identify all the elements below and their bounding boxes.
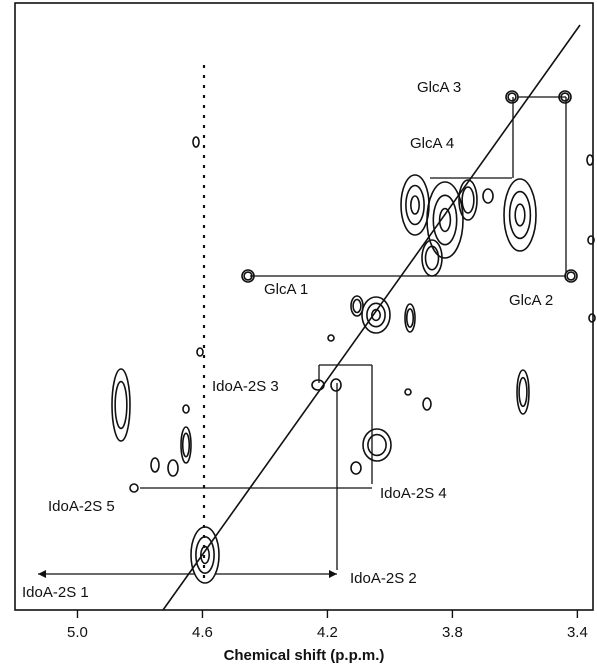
peak-contour — [362, 428, 392, 462]
peak-contour — [422, 397, 432, 411]
peak-contour — [352, 298, 362, 314]
peak-contour — [180, 426, 192, 464]
peak-contour — [405, 184, 425, 226]
peak-contour — [327, 334, 335, 342]
x-tick-label: 4.6 — [192, 624, 213, 641]
peak-contour — [424, 245, 440, 271]
peak-contour — [508, 190, 532, 240]
x-tick-label: 3.8 — [442, 624, 463, 641]
peak-annotation: IdoA-2S 4 — [380, 485, 447, 502]
peak-annotation: IdoA-2S 5 — [48, 498, 115, 515]
x-tick-label: 5.0 — [67, 624, 88, 641]
peak-contour — [350, 295, 364, 317]
peak-contour — [458, 179, 478, 221]
spectrum-layer: 5.0 4.6 4.2 3.8 3.4 Chemical shift (p.p.m.) Gl… — [14, 2, 596, 664]
peak-contour — [367, 433, 387, 457]
peak-contour — [311, 379, 325, 391]
peak-annotation: IdoA-2S 1 — [22, 584, 89, 601]
peak-contour — [482, 188, 494, 204]
peak-contour — [566, 271, 576, 281]
peak-contour — [167, 459, 179, 477]
peak-contour — [200, 545, 211, 565]
x-tick-label: 4.2 — [317, 624, 338, 641]
peak-contour — [182, 404, 190, 414]
peak-contour — [181, 432, 191, 458]
peak-contour — [350, 461, 362, 475]
peak-contour — [586, 154, 594, 166]
peak-contour — [150, 457, 160, 473]
peak-contour — [516, 369, 530, 415]
peak-contour — [438, 207, 452, 233]
peak-contour — [366, 302, 386, 328]
peak-contour — [404, 303, 416, 333]
peak-contour — [330, 378, 342, 392]
peak-contour — [426, 181, 464, 259]
peak-annotation: GlcA 3 — [417, 79, 461, 96]
peak-contour — [192, 136, 200, 148]
peak-contour — [111, 368, 131, 442]
peak-annotation: GlcA 4 — [410, 135, 454, 152]
peak-contour — [461, 186, 475, 214]
peak-contour — [404, 388, 412, 396]
peak-contour — [518, 376, 528, 408]
peak-annotation: IdoA-2S 3 — [212, 378, 279, 395]
x-tick-label: 3.4 — [567, 624, 588, 641]
peak-contour — [432, 194, 458, 246]
peak-contour — [587, 235, 595, 245]
peak-contour — [409, 195, 420, 215]
connector-arrowhead — [38, 570, 46, 578]
peak-contour — [514, 203, 526, 227]
plot-frame — [14, 2, 594, 611]
peak-contour — [129, 483, 139, 493]
peak-contour — [588, 313, 596, 323]
peak-annotation: GlcA 2 — [509, 292, 553, 309]
peak-contour — [503, 178, 537, 252]
x-axis-title: Chemical shift (p.p.m.) — [224, 647, 385, 664]
connector-arrowhead — [329, 570, 337, 578]
peak-contour — [507, 92, 517, 102]
peak-contour — [114, 380, 128, 430]
peak-contour — [190, 526, 220, 584]
peak-contour — [370, 308, 381, 322]
peak-contour — [195, 535, 215, 574]
peak-contour — [405, 308, 415, 328]
peak-contour — [196, 347, 204, 357]
peak-annotation: IdoA-2S 2 — [350, 570, 417, 587]
peak-contour — [361, 296, 391, 334]
peak-annotation: GlcA 1 — [264, 281, 308, 298]
